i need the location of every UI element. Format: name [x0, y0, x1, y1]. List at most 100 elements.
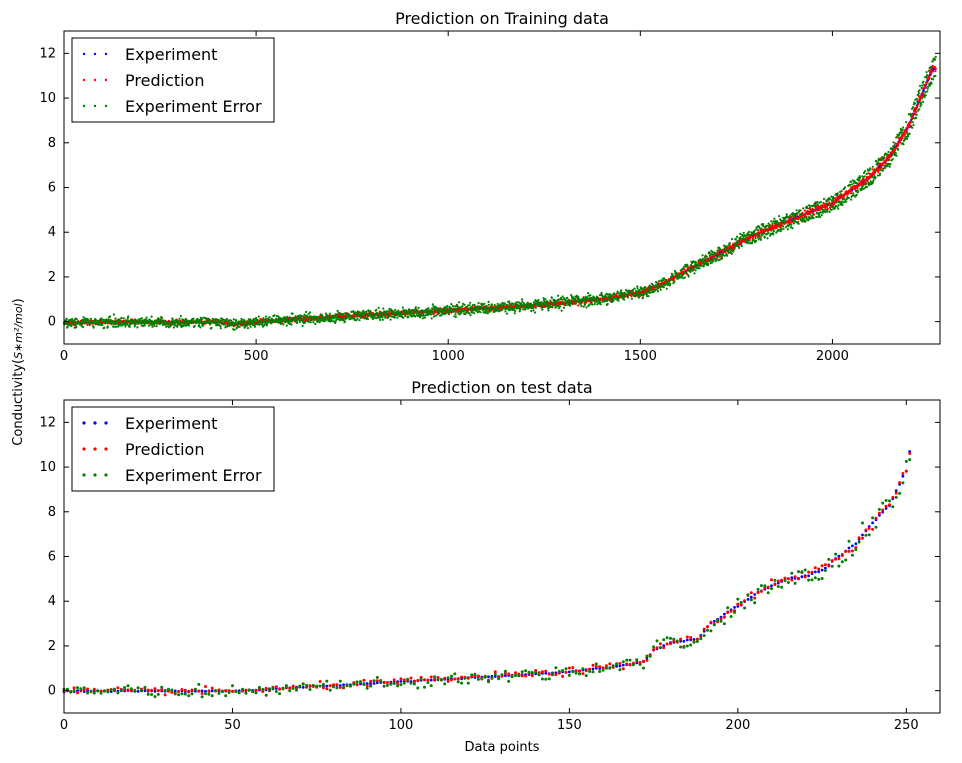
data-point: [932, 70, 935, 73]
data-point: [143, 324, 146, 327]
data-point: [171, 318, 174, 322]
data-point: [934, 70, 937, 73]
data-point: [112, 313, 115, 316]
data-point: [179, 315, 182, 318]
data-point: [122, 317, 125, 320]
data-point: [75, 326, 78, 329]
data-point: [752, 235, 755, 238]
training-panel: Prediction on Training data 0 500 1000 1500…: [39, 9, 941, 364]
data-point: [125, 320, 128, 323]
data-point: [94, 323, 97, 326]
data-point: [577, 304, 580, 307]
data-point: [928, 76, 931, 79]
data-point: [926, 80, 929, 83]
data-point: [877, 171, 880, 174]
data-point: [934, 67, 937, 70]
training-points: [62, 55, 937, 331]
data-point: [923, 83, 926, 86]
data-point: [849, 188, 852, 191]
data-point: [234, 322, 237, 325]
data-point: [884, 162, 887, 165]
data-point: [169, 325, 172, 328]
data-point: [176, 325, 179, 328]
data-point: [115, 321, 119, 324]
data-point: [71, 317, 74, 321]
data-point: [155, 322, 159, 325]
data-point: [198, 321, 202, 324]
data-point: [803, 209, 806, 212]
data-point: [64, 322, 67, 325]
data-point: [199, 326, 202, 329]
data-point: [890, 151, 894, 154]
data-point: [217, 321, 220, 324]
data-point: [128, 325, 131, 328]
data-point: [115, 325, 118, 328]
data-point: [849, 192, 853, 195]
data-point: [178, 317, 181, 320]
data-point: [915, 110, 918, 113]
data-point: [233, 328, 236, 331]
data-point: [153, 324, 156, 327]
data-point: [101, 323, 104, 326]
data-point: [227, 322, 230, 325]
data-point: [871, 168, 874, 171]
data-point: [103, 326, 106, 329]
data-point: [106, 325, 109, 328]
data-point: [917, 103, 920, 106]
data-point: [235, 318, 238, 322]
data-point: [190, 322, 193, 325]
data-point: [89, 317, 92, 320]
data-point: [184, 321, 187, 324]
data-point: [930, 73, 933, 76]
data-point: [930, 67, 933, 70]
data-point: [124, 323, 127, 326]
data-point: [210, 326, 213, 329]
data-point: [913, 110, 916, 113]
data-point: [75, 318, 78, 321]
training-title: Prediction on Training data: [395, 9, 609, 28]
data-point: [150, 315, 153, 318]
data-point: [113, 322, 116, 325]
data-point: [160, 316, 164, 319]
data-point: [133, 325, 136, 328]
data-point: [192, 317, 195, 320]
data-point: [172, 326, 175, 329]
data-point: [223, 323, 226, 326]
data-point: [225, 318, 228, 321]
data-point: [219, 327, 222, 330]
data-point: [918, 99, 922, 102]
data-point: [850, 190, 853, 193]
data-point: [114, 317, 117, 320]
data-point: [901, 137, 904, 140]
data-point: [119, 320, 122, 323]
data-point: [856, 187, 859, 190]
data-point: [836, 198, 839, 201]
data-point: [198, 324, 201, 327]
data-point: [897, 144, 900, 147]
data-point: [140, 317, 144, 320]
data-point: [909, 120, 912, 124]
data-point: [70, 324, 73, 328]
data-point: [201, 324, 204, 327]
data-point: [151, 325, 154, 328]
data-point: [916, 105, 919, 108]
data-point: [903, 133, 907, 136]
data-point: [232, 318, 235, 321]
data-point: [82, 326, 85, 329]
data-point: [218, 319, 222, 322]
data-point: [187, 324, 190, 327]
data-point: [92, 326, 95, 329]
data-point: [847, 192, 850, 195]
data-point: [825, 205, 829, 208]
data-point: [873, 172, 876, 175]
data-point: [207, 317, 210, 320]
data-point: [214, 318, 217, 321]
data-point: [145, 316, 148, 319]
data-point: [219, 325, 222, 328]
data-point: [124, 325, 127, 328]
data-point: [155, 325, 158, 328]
data-point: [83, 322, 86, 325]
data-point: [893, 149, 897, 152]
data-point: [165, 325, 168, 328]
data-point: [220, 321, 223, 324]
